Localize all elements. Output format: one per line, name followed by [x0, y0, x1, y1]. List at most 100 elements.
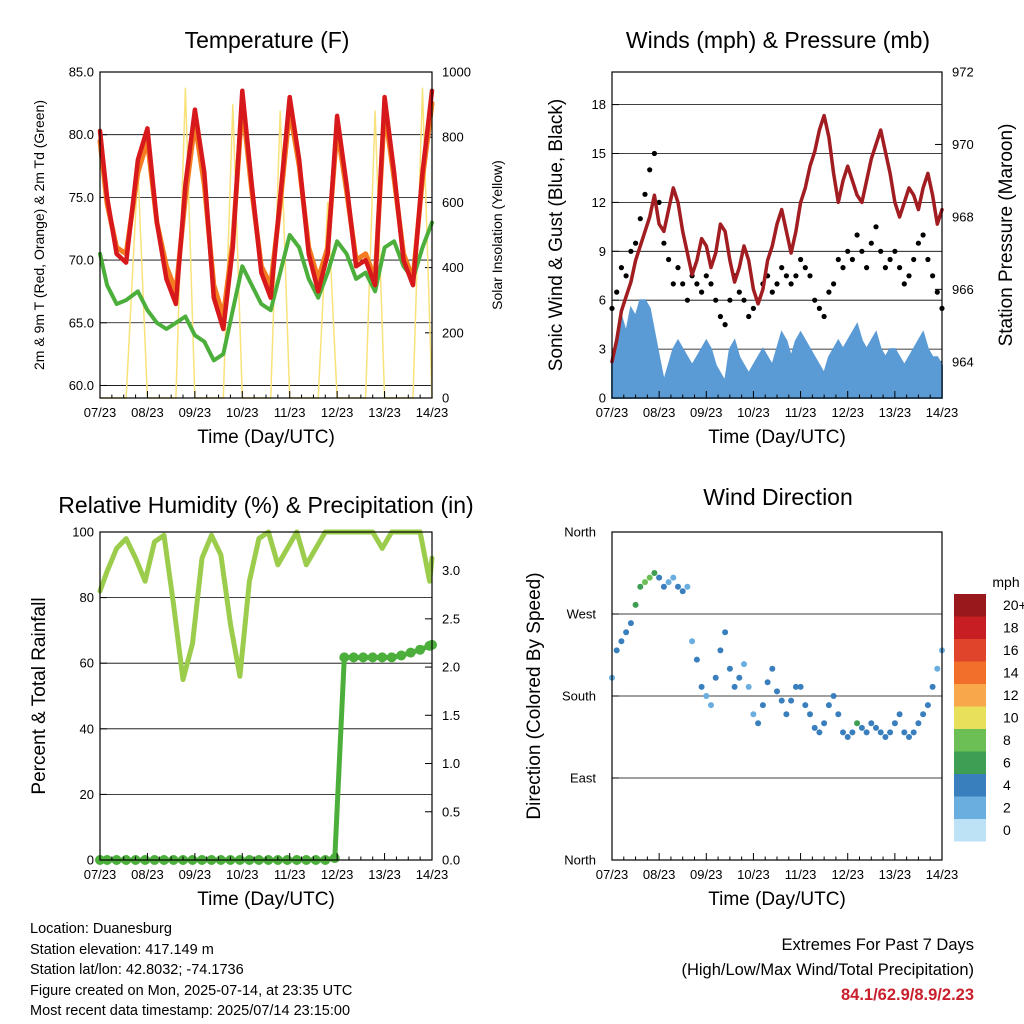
wind-direction-point: [731, 683, 738, 690]
gust-point: [722, 322, 728, 328]
wind-direction-point: [901, 729, 908, 736]
wind-direction-point: [811, 724, 818, 731]
gust-point: [647, 167, 653, 173]
gust-point: [675, 265, 681, 271]
temperature-y-tick-label: 65.0: [69, 315, 94, 330]
wind-direction-y-tick-label: West: [567, 607, 597, 622]
temperature-y-tick-label: 75.0: [69, 190, 94, 205]
gust-point: [642, 191, 648, 197]
legend-label: 20+: [1003, 597, 1024, 613]
legend-swatch: [954, 819, 986, 842]
temperature-y2-label: Solar Insolation (Yellow): [489, 160, 505, 310]
gust-point: [901, 281, 907, 287]
temperature-y2-tick-label: 0: [442, 391, 449, 406]
wind-direction-point: [906, 734, 912, 740]
wind-direction-point: [802, 702, 809, 709]
gust-point: [670, 281, 676, 287]
wind-direction-title: Wind Direction: [703, 484, 853, 510]
gust-point: [637, 216, 643, 222]
legend-swatch: [954, 639, 986, 662]
temperature-y2-tick-label: 1000: [442, 65, 471, 80]
temperature-y2-tick-label: 400: [442, 260, 464, 275]
gust-point: [779, 265, 785, 271]
wind-direction-point: [741, 661, 747, 668]
wind-direction-point: [896, 711, 903, 718]
temperature-y-tick-label: 70.0: [69, 253, 94, 268]
gust-point: [741, 297, 747, 303]
gust-point: [699, 289, 705, 295]
sonic-wind-area: [611, 299, 943, 399]
gust-point: [849, 256, 856, 263]
extremes-box: Extremes For Past 7 Days (High/Low/Max W…: [681, 933, 974, 1008]
wind-direction-y-tick-label: South: [562, 689, 596, 704]
gust-point: [788, 281, 794, 287]
humidity-x-tick-label: 07/23: [84, 867, 117, 882]
wind-direction-point: [708, 702, 714, 709]
temperature-2m-line: [97, 88, 435, 332]
humidity-y-tick-label: 20: [80, 787, 94, 802]
wind-direction-point: [613, 647, 620, 654]
gust-point: [835, 256, 841, 263]
winds-x-tick-label: 11/23: [785, 405, 817, 420]
wind-direction-point: [642, 579, 648, 586]
wind-direction-point: [726, 665, 733, 672]
station-elevation: Station elevation: 417.149 m: [30, 941, 214, 958]
humidity-y2-tick-label: 0.5: [442, 804, 460, 819]
winds-x-label: Time (Day/UTC): [708, 427, 846, 448]
wind-direction-x-tick-label: 10/23: [737, 867, 770, 882]
gust-point: [703, 273, 709, 279]
gust-point: [816, 305, 823, 311]
humidity-y-tick-label: 40: [80, 721, 94, 736]
wind-direction-x-tick-label: 13/23: [879, 867, 912, 882]
wind-direction-point: [736, 674, 743, 681]
wind-direction-point: [934, 665, 941, 672]
temperature-y-tick-label: 60.0: [69, 378, 94, 393]
wind-direction-x-tick-label: 14/23: [926, 867, 959, 882]
wind-direction-x-tick-label: 08/23: [643, 867, 676, 882]
temperature-x-tick-label: 11/23: [274, 405, 306, 420]
extremes-heading: Extremes For Past 7 Days: [781, 936, 974, 954]
humidity-x-tick-label: 10/23: [226, 867, 259, 882]
wind-direction-point: [769, 665, 776, 672]
wind-direction-point: [618, 638, 625, 645]
gust-point: [864, 265, 870, 271]
legend-swatch: [954, 706, 986, 729]
humidity-y2-tick-label: 1.5: [442, 708, 460, 723]
temperature-x-tick-label: 14/23: [416, 405, 449, 420]
humidity-x-label: Time (Day/UTC): [197, 889, 335, 910]
temperature-x-tick-label: 08/23: [131, 405, 164, 420]
wind-direction-x-tick-label: 11/23: [785, 867, 817, 882]
wind-direction-point: [755, 720, 762, 727]
humidity-x-tick-label: 09/23: [179, 867, 212, 882]
gust-point: [840, 265, 846, 271]
winds-y-tick-label: 15: [592, 146, 606, 161]
precip-total-line: [97, 642, 435, 863]
wind-direction-point: [693, 656, 700, 663]
winds-x-tick-label: 12/23: [831, 405, 864, 420]
winds-y-tick-label: 9: [599, 244, 606, 259]
humidity-frame: [99, 531, 433, 861]
gust-point: [854, 232, 860, 238]
wind-direction-point: [849, 729, 856, 736]
winds-x-tick-label: 10/23: [737, 405, 770, 420]
gust-point: [920, 232, 926, 238]
winds-x-tick-label: 13/23: [879, 405, 912, 420]
gust-point: [882, 265, 889, 271]
legend-label: 6: [1003, 755, 1011, 771]
legend-swatch: [954, 616, 986, 639]
winds-y2-tick-label: 972: [952, 65, 974, 80]
humidity-y2-tick-label: 2.0: [442, 660, 460, 675]
wind-direction-point: [670, 574, 677, 581]
wind-direction-point: [887, 729, 894, 736]
gust-point: [727, 297, 733, 303]
legend-label: 2: [1003, 800, 1011, 816]
station-info: Location: Duanesburg Station elevation: …: [30, 919, 352, 1022]
wind-direction-point: [651, 570, 658, 576]
legend-title: mph: [992, 574, 1019, 590]
winds-x-tick-label: 09/23: [690, 405, 723, 420]
wind-direction-point: [660, 583, 667, 590]
wind-direction-point: [679, 588, 686, 595]
humidity-x-tick-label: 11/23: [274, 867, 306, 882]
wind-direction-point: [882, 734, 889, 740]
winds-x-tick-label: 08/23: [643, 405, 676, 420]
